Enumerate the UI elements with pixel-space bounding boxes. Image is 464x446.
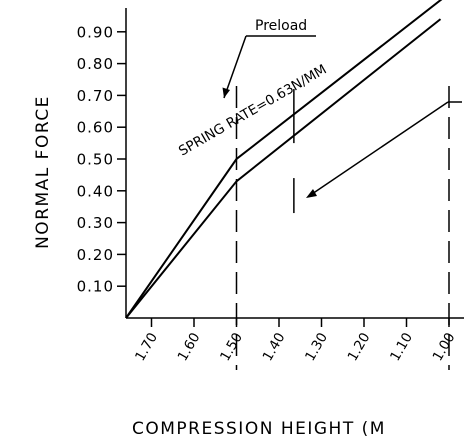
series-line-1 xyxy=(125,0,443,319)
x-tick-label: 1.30 xyxy=(302,330,331,364)
dashed-reference-lines xyxy=(235,86,450,370)
right-callout xyxy=(306,101,462,198)
series-lines xyxy=(125,0,443,319)
y-tick-label: 0.50 xyxy=(77,151,114,169)
y-tick-label: 0.20 xyxy=(77,246,114,264)
x-tick-label: 1.40 xyxy=(260,330,289,364)
y-tick-label: 0.90 xyxy=(77,23,114,41)
x-tick-label: 1.10 xyxy=(387,330,416,364)
preload-annotation: Preload xyxy=(222,18,316,99)
y-tick-label: 0.10 xyxy=(77,278,114,296)
preload-label: Preload xyxy=(255,18,307,34)
y-tick-label: 0.70 xyxy=(77,87,114,105)
y-tick-label: 0.80 xyxy=(77,55,114,73)
axes xyxy=(125,8,464,319)
x-tick-label: 1.20 xyxy=(345,330,374,364)
y-tick-label: 0.30 xyxy=(77,214,114,232)
x-tick-label: 1.60 xyxy=(175,330,204,364)
right-callout-diagonal xyxy=(311,101,449,195)
y-tick-label: 0.40 xyxy=(77,182,114,200)
x-tick-label: 1.50 xyxy=(217,330,246,364)
y-axis-ticks: 0.10 0.20 0.30 0.40 0.50 0.60 0.70 0.80 0.90 xyxy=(77,23,126,296)
x-tick-label: 1.00 xyxy=(430,330,459,364)
x-tick-label: 1.70 xyxy=(132,330,161,364)
preload-arrowhead xyxy=(222,87,230,98)
y-axis-label: NORMAL FORCE xyxy=(33,95,53,249)
y-tick-label: 0.60 xyxy=(77,119,114,137)
x-axis-ticks: 1.70 1.60 1.50 1.40 1.30 1.20 1.10 1.00 xyxy=(132,318,458,364)
x-axis-label: COMPRESSION HEIGHT (M xyxy=(132,419,386,439)
spring-rate-label: SPRING RATE=0.63N/MM xyxy=(176,62,330,160)
right-callout-arrowhead xyxy=(306,189,317,198)
preload-leader xyxy=(223,35,247,99)
series-line-2 xyxy=(125,18,442,319)
